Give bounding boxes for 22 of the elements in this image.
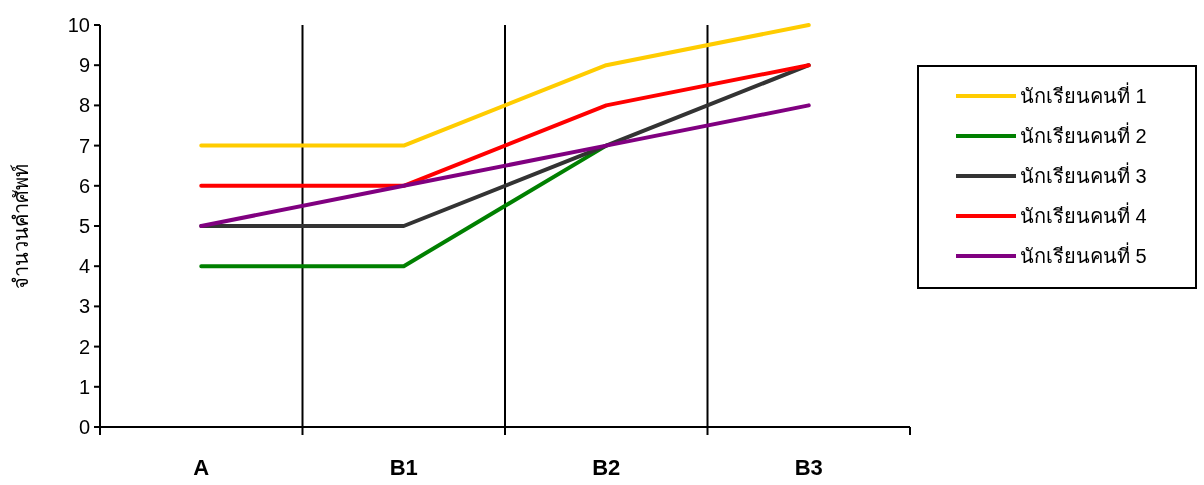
x-tick-label: A [193, 455, 210, 480]
y-tick-label: 5 [78, 215, 90, 237]
legend-label: นักเรียนคนที่ 1 [1020, 82, 1147, 107]
y-tick-label: 2 [78, 335, 90, 358]
x-tick-label: B1 [389, 455, 418, 480]
legend-label: นักเรียนคนที่ 3 [1020, 162, 1147, 187]
legend-label: นักเรียนคนที่ 4 [1020, 202, 1147, 227]
y-tick-label: 3 [78, 295, 90, 318]
y-tick-label: 0 [78, 416, 90, 438]
x-tick-label: B3 [794, 455, 823, 480]
line-series [199, 103, 811, 228]
x-tick-label: B2 [592, 455, 621, 480]
legend-label: นักเรียนคนที่ 2 [1020, 122, 1147, 147]
y-axis-title: จำนวนคำศัพท์ [10, 163, 32, 289]
legend-label: นักเรียนคนที่ 5 [1020, 242, 1147, 267]
y-tick-label: 1 [78, 375, 90, 398]
y-tick-label: 6 [78, 174, 90, 197]
y-tick-label: 8 [78, 94, 90, 117]
y-tick-label: 4 [78, 255, 90, 278]
y-tick-label: 9 [78, 54, 90, 77]
y-tick-label: 7 [78, 134, 90, 157]
y-tick-label: 10 [67, 14, 90, 36]
